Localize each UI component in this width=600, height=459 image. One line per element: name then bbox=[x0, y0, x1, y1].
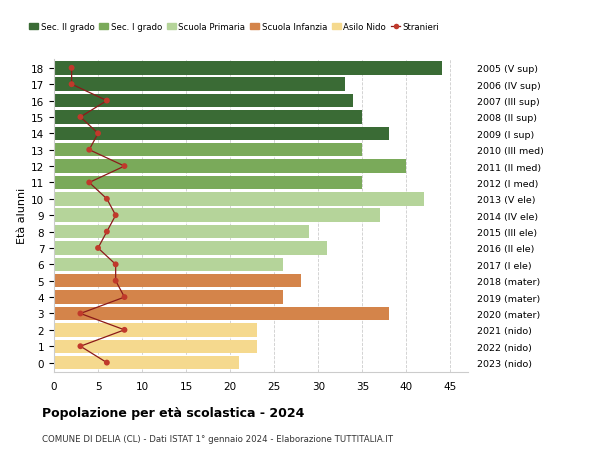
Bar bbox=[54, 144, 362, 157]
Bar bbox=[54, 291, 283, 304]
Point bbox=[85, 147, 94, 154]
Bar bbox=[54, 356, 239, 369]
Bar bbox=[54, 340, 257, 353]
Point bbox=[119, 294, 129, 301]
Point bbox=[85, 179, 94, 187]
Y-axis label: Età alunni: Età alunni bbox=[17, 188, 27, 244]
Bar bbox=[54, 193, 424, 206]
Text: COMUNE DI DELIA (CL) - Dati ISTAT 1° gennaio 2024 - Elaborazione TUTTITALIA.IT: COMUNE DI DELIA (CL) - Dati ISTAT 1° gen… bbox=[42, 434, 393, 443]
Point bbox=[102, 359, 112, 366]
Bar bbox=[54, 209, 380, 223]
Point bbox=[102, 196, 112, 203]
Point bbox=[67, 65, 76, 73]
Bar bbox=[54, 78, 344, 92]
Bar bbox=[54, 111, 362, 124]
Bar bbox=[54, 307, 389, 320]
Bar bbox=[54, 95, 353, 108]
Bar bbox=[54, 258, 283, 271]
Point bbox=[76, 343, 85, 350]
Bar bbox=[54, 176, 362, 190]
Point bbox=[76, 114, 85, 121]
Point bbox=[111, 261, 121, 269]
Point bbox=[102, 98, 112, 105]
Bar bbox=[54, 62, 442, 75]
Bar bbox=[54, 274, 301, 288]
Bar bbox=[54, 225, 310, 239]
Point bbox=[119, 326, 129, 334]
Bar bbox=[54, 160, 406, 174]
Text: Popolazione per età scolastica - 2024: Popolazione per età scolastica - 2024 bbox=[42, 406, 304, 419]
Bar bbox=[54, 127, 389, 141]
Point bbox=[102, 229, 112, 236]
Point bbox=[67, 81, 76, 89]
Bar bbox=[54, 324, 257, 337]
Point bbox=[119, 163, 129, 170]
Point bbox=[111, 212, 121, 219]
Point bbox=[111, 277, 121, 285]
Bar bbox=[54, 242, 327, 255]
Point bbox=[93, 130, 103, 138]
Legend: Sec. II grado, Sec. I grado, Scuola Primaria, Scuola Infanzia, Asilo Nido, Stran: Sec. II grado, Sec. I grado, Scuola Prim… bbox=[29, 23, 439, 33]
Point bbox=[93, 245, 103, 252]
Point bbox=[76, 310, 85, 318]
